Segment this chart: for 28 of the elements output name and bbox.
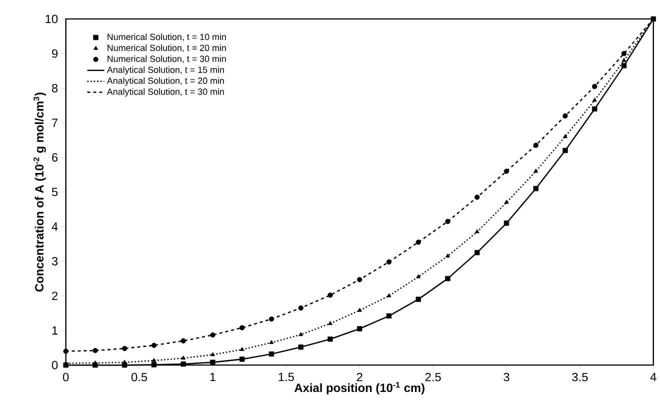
- x-tick-label: 3.5: [572, 372, 588, 382]
- y-tick-label: 2: [52, 292, 58, 300]
- x-tick-label: 4: [650, 372, 656, 382]
- y-tick-label: 6: [52, 153, 58, 162]
- x-tick-label: 1: [210, 372, 216, 382]
- text: Concentration of A (10$^{-2}$ g mol/cm$^{3}$): [34, 92, 46, 292]
- x-tick-label: 2: [356, 372, 362, 382]
- y-tick-label: 5: [52, 188, 58, 196]
- y-tick-label: 3: [52, 257, 58, 266]
- legend-label: Numerical Solution, t = 20 min: [108, 44, 226, 52]
- y-tick-label: 10: [46, 14, 58, 24]
- legend-label: Numerical Solution, t = 30 min: [108, 55, 226, 64]
- y-tick-label: 8: [52, 84, 58, 92]
- text: Axial position (10$^{-1}$ cm): [294, 382, 424, 394]
- y-tick-label: 9: [52, 49, 58, 58]
- x-tick-label: 0.5: [131, 372, 148, 382]
- legend-label: Analytical Solution, t = 30 min: [106, 88, 224, 97]
- legend-label: Numerical Solution, t = 10 min: [108, 34, 226, 42]
- x-tick-label: 0: [62, 372, 69, 382]
- y-tick-label: 4: [52, 222, 58, 231]
- y-tick-label: 0: [52, 360, 58, 370]
- y-tick-label: 1: [52, 326, 58, 335]
- x-tick-label: 1.5: [278, 372, 294, 382]
- x-tick-label: 3: [504, 372, 510, 382]
- y-tick-label: 7: [52, 118, 58, 127]
- legend-label: Analytical Solution, t = 15 min: [106, 66, 224, 75]
- x-tick-label: 2.5: [425, 372, 441, 382]
- legend-label: Analytical Solution, t = 20 min: [106, 77, 224, 86]
